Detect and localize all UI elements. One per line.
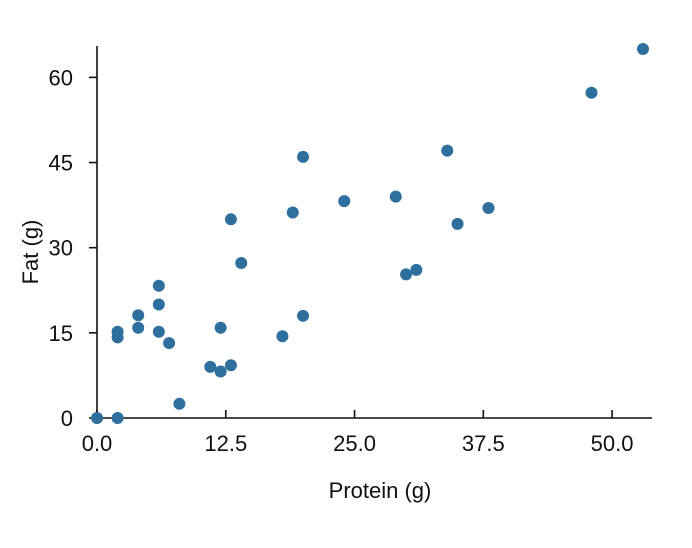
data-point — [224, 359, 237, 372]
data-point — [132, 321, 145, 334]
data-point — [152, 298, 165, 311]
y-tick-label: 15 — [49, 321, 73, 346]
data-point — [152, 325, 165, 338]
x-tick-label: 0.0 — [82, 431, 113, 456]
data-point — [451, 217, 464, 230]
data-point — [204, 360, 217, 373]
data-point — [111, 325, 124, 338]
y-tick-label: 0 — [61, 406, 73, 431]
y-tick-label: 30 — [49, 236, 73, 261]
data-point — [338, 195, 351, 208]
data-points — [91, 43, 649, 424]
data-point — [410, 263, 423, 276]
data-point — [235, 257, 248, 270]
data-point — [400, 268, 413, 281]
data-point — [214, 365, 227, 378]
data-point — [389, 190, 402, 203]
y-axis-ticks: 0 15 30 45 60 — [49, 65, 97, 431]
data-point — [132, 309, 145, 322]
data-point — [297, 309, 310, 322]
x-tick-label: 37.5 — [462, 431, 505, 456]
data-point — [585, 86, 598, 99]
data-point — [637, 43, 649, 55]
y-tick-label: 60 — [49, 65, 73, 90]
x-axis-title: Protein (g) — [329, 478, 432, 503]
data-point — [214, 321, 227, 334]
data-point — [163, 337, 176, 350]
data-point — [441, 144, 454, 157]
data-point — [482, 201, 495, 214]
data-point — [286, 206, 299, 219]
axes — [96, 46, 652, 419]
data-point — [297, 150, 310, 163]
data-point — [111, 412, 124, 424]
data-point — [276, 330, 289, 343]
y-tick-label: 45 — [49, 151, 73, 176]
data-point — [152, 279, 165, 292]
x-tick-label: 50.0 — [591, 431, 634, 456]
x-axis-ticks: 0.0 12.5 25.0 37.5 50.0 — [82, 410, 634, 456]
data-point — [91, 412, 103, 424]
data-point — [173, 397, 186, 410]
x-tick-label: 25.0 — [333, 431, 376, 456]
x-tick-label: 12.5 — [204, 431, 247, 456]
y-axis-title: Fat (g) — [18, 220, 43, 285]
data-point — [224, 213, 237, 226]
